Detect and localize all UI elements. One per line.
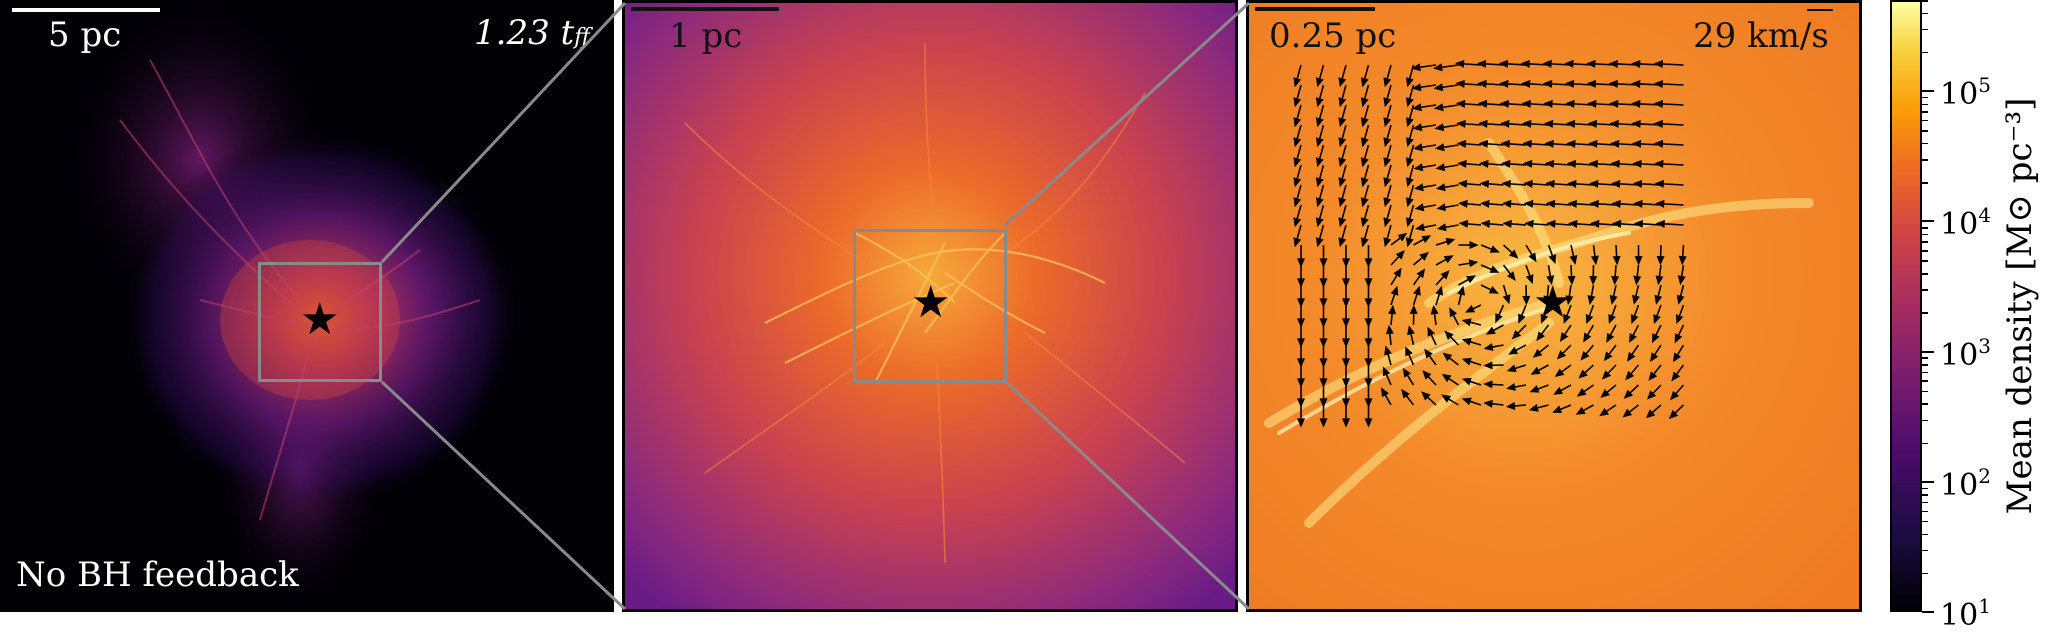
colorbar-minor-tick <box>1922 573 1928 575</box>
colorbar-minor-tick <box>1922 120 1928 122</box>
colorbar-minor-tick <box>1922 380 1928 382</box>
colorbar-minor-tick <box>1922 550 1928 552</box>
panel-medium-zoom: 1 pc ★ <box>622 0 1238 612</box>
colorbar-label: Mean density [M⊙ pc⁻³] <box>2000 98 2040 515</box>
colorbar-minor-tick <box>1922 488 1928 490</box>
panel-wide-view: 5 pc 1.23 tff No BH feedback ★ <box>0 0 614 612</box>
run-label: No BH feedback <box>16 558 299 592</box>
colorbar-minor-tick <box>1922 260 1928 262</box>
colorbar-tick-label: 102 <box>1940 464 1991 503</box>
colorbar-minor-tick <box>1922 494 1928 496</box>
colorbar-tick-label: 103 <box>1940 334 1991 373</box>
colorbar-minor-tick <box>1922 420 1928 422</box>
scale-bar <box>1255 7 1375 11</box>
colorbar-minor-tick <box>1922 97 1928 99</box>
colorbar-minor-tick <box>1922 391 1928 393</box>
colorbar-tick <box>1922 611 1934 613</box>
colorbar <box>1890 0 1922 612</box>
colorbar-minor-tick <box>1922 502 1928 504</box>
colorbar-tick <box>1922 351 1934 353</box>
colorbar-minor-tick <box>1922 130 1928 132</box>
scale-label: 5 pc <box>48 18 121 52</box>
colorbar-minor-tick <box>1922 13 1928 15</box>
colorbar-minor-tick <box>1922 241 1928 243</box>
colorbar-minor-tick <box>1922 182 1928 184</box>
black-hole-star-icon: ★ <box>1533 281 1572 325</box>
colorbar-tick <box>1922 481 1934 483</box>
colorbar-minor-tick <box>1922 111 1928 113</box>
colorbar-minor-tick <box>1922 143 1928 145</box>
colorbar-tick-label: 101 <box>1940 594 1991 633</box>
colorbar-minor-tick <box>1922 104 1928 106</box>
time-label: 1.23 tff <box>474 16 590 50</box>
colorbar-minor-tick <box>1922 52 1928 54</box>
colorbar-minor-tick <box>1922 364 1928 366</box>
colorbar-minor-tick <box>1922 521 1928 523</box>
colorbar-minor-tick <box>1922 511 1928 513</box>
colorbar-minor-tick <box>1922 250 1928 252</box>
colorbar-minor-tick <box>1922 234 1928 236</box>
black-hole-star-icon: ★ <box>300 298 339 342</box>
panel-close-zoom: 0.25 pc 29 km/s ★ <box>1246 0 1862 612</box>
colorbar-tick <box>1922 220 1934 222</box>
colorbar-minor-tick <box>1922 0 1928 2</box>
colorbar-minor-tick <box>1922 289 1928 291</box>
colorbar-minor-tick <box>1922 403 1928 405</box>
colorbar-minor-tick <box>1922 443 1928 445</box>
scale-bar <box>12 8 160 12</box>
colorbar-minor-tick <box>1922 357 1928 359</box>
colorbar-minor-tick <box>1922 534 1928 536</box>
colorbar-minor-tick <box>1922 159 1928 161</box>
colorbar-minor-tick <box>1922 273 1928 275</box>
colorbar-tick-label: 105 <box>1940 73 1991 112</box>
scale-bar <box>631 7 779 11</box>
colorbar-tick <box>1922 90 1934 92</box>
colorbar-minor-tick <box>1922 29 1928 31</box>
colorbar-minor-tick <box>1922 227 1928 229</box>
black-hole-star-icon: ★ <box>911 281 950 325</box>
colorbar-minor-tick <box>1922 312 1928 314</box>
colorbar-tick-label: 104 <box>1940 203 1991 242</box>
scale-label: 0.25 pc <box>1269 19 1396 53</box>
scale-label: 1 pc <box>669 19 742 53</box>
colorbar-minor-tick <box>1922 372 1928 374</box>
velocity-reference-label: 29 km/s <box>1693 19 1829 53</box>
velocity-reference-arrow-icon <box>1807 9 1833 11</box>
